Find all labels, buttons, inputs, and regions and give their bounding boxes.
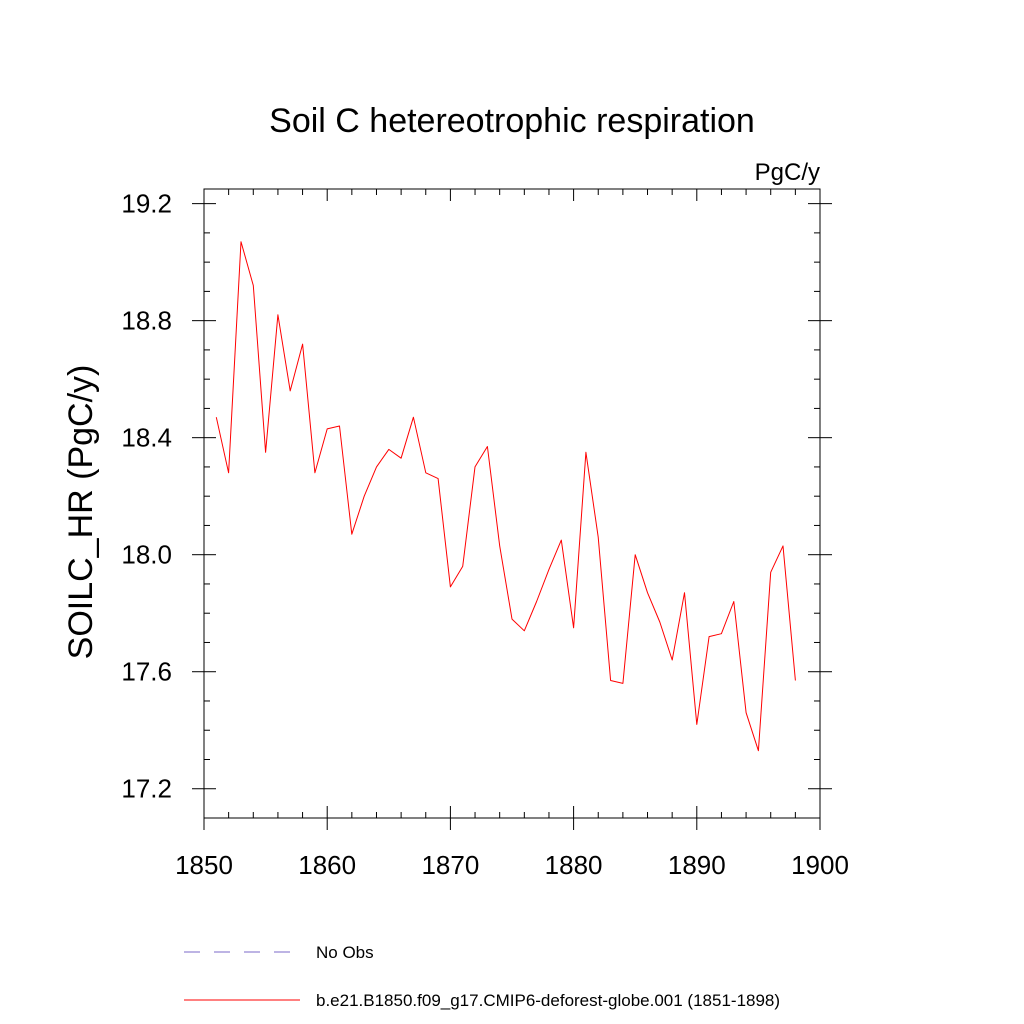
x-tick-label: 1860 (298, 850, 356, 880)
y-tick-label: 17.6 (121, 657, 172, 687)
x-tick-label: 1870 (421, 850, 479, 880)
y-tick-label: 17.2 (121, 774, 172, 804)
x-tick-label: 1890 (668, 850, 726, 880)
x-tick-label: 1850 (175, 850, 233, 880)
axis-ticks: 1850 1860 1870 1880 1890 1900 17.2 17.6 18.0 18.4… (121, 189, 849, 880)
legend-label-run: b.e21.B1850.f09_g17.CMIP6-deforest-globe… (316, 991, 780, 1010)
y-tick-label: 18.0 (121, 540, 172, 570)
chart-title: Soil C hetereotrophic respiration (269, 102, 755, 140)
y-tick-label: 19.2 (121, 189, 172, 219)
legend-label-no-obs: No Obs (316, 943, 374, 962)
x-tick-label: 1900 (791, 850, 849, 880)
y-tick-label: 18.4 (121, 423, 172, 453)
units-label: PgC/y (755, 159, 820, 186)
series-line-0 (215, 241, 796, 752)
x-tick-label: 1880 (545, 850, 603, 880)
plot-frame (203, 188, 821, 819)
y-axis-label: SOILC_HR (PgC/y) (62, 365, 100, 660)
series-lines (215, 241, 796, 752)
y-tick-label: 18.8 (121, 306, 172, 336)
